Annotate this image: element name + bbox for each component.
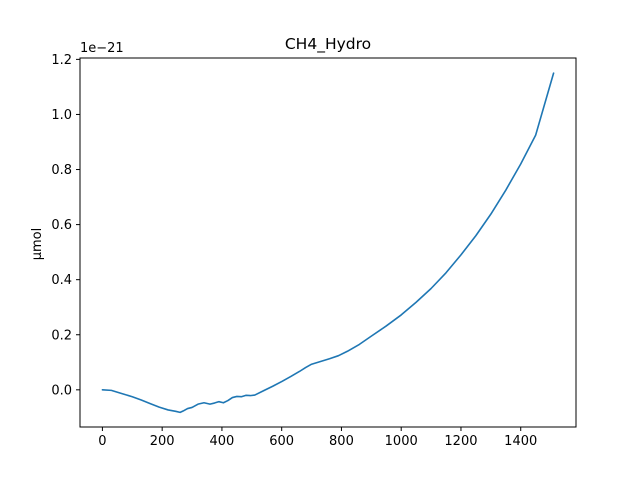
x-tick-label: 400 — [210, 434, 235, 449]
x-tick-label: 600 — [269, 434, 294, 449]
y-tick-label: 0.0 — [51, 383, 72, 398]
chart-title: CH4_Hydro — [285, 35, 371, 54]
x-tick-label: 1000 — [385, 434, 418, 449]
y-tick-label: 0.6 — [51, 218, 72, 233]
y-axis: 0.0 0.2 0.4 0.6 0.8 1.0 1.2 — [51, 53, 80, 398]
axes-frame — [79, 57, 577, 428]
series-line-ch4-hydro — [101, 72, 555, 414]
plot-series — [101, 72, 555, 414]
y-axis-label: µmol — [30, 228, 45, 261]
x-tick-label: 200 — [150, 434, 175, 449]
y-axis-offset-text: 1e−21 — [80, 41, 124, 56]
y-tick-label: 1.0 — [51, 108, 72, 123]
x-tick-label: 800 — [329, 434, 354, 449]
x-tick-label: 1200 — [444, 434, 477, 449]
x-tick-label: 1400 — [504, 434, 537, 449]
y-tick-label: 0.2 — [51, 328, 72, 343]
y-tick-label: 0.8 — [51, 163, 72, 178]
x-axis: 0 200 400 600 800 1000 1200 1400 — [98, 427, 537, 449]
x-tick-label: 0 — [98, 434, 106, 449]
y-tick-label: 1.2 — [51, 53, 72, 68]
y-tick-label: 0.4 — [51, 273, 72, 288]
